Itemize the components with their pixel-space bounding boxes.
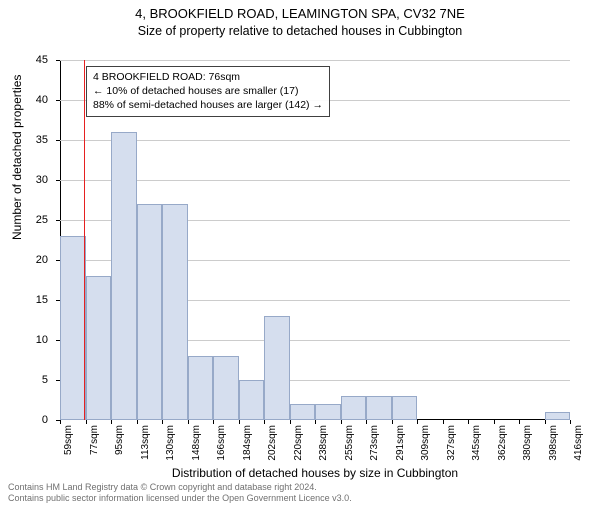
histogram-bar — [111, 132, 137, 420]
x-tick-mark — [519, 420, 520, 424]
footer-line2: Contains public sector information licen… — [8, 493, 352, 504]
histogram-bar — [366, 396, 392, 420]
x-tick-mark — [111, 420, 112, 424]
x-tick-mark — [443, 420, 444, 424]
x-tick-label: 416sqm — [573, 425, 584, 461]
x-tick-label: 113sqm — [140, 425, 151, 460]
histogram-bar — [162, 204, 188, 420]
x-tick-mark — [315, 420, 316, 424]
x-tick-label: 309sqm — [420, 425, 431, 461]
page-subtitle: Size of property relative to detached ho… — [0, 24, 600, 38]
histogram-bar — [392, 396, 418, 420]
histogram-bar — [239, 380, 265, 420]
x-tick-label: 95sqm — [114, 425, 125, 455]
footer-line1: Contains HM Land Registry data © Crown c… — [8, 482, 352, 493]
x-tick-label: 345sqm — [471, 425, 482, 461]
x-tick-mark — [264, 420, 265, 424]
y-tick-label: 30 — [0, 174, 54, 186]
y-tick-label: 35 — [0, 134, 54, 146]
histogram-bar — [264, 316, 290, 420]
y-tick-label: 0 — [0, 414, 54, 426]
x-tick-mark — [188, 420, 189, 424]
x-tick-label: 148sqm — [191, 425, 202, 461]
x-tick-label: 166sqm — [216, 425, 227, 461]
y-tick-label: 15 — [0, 294, 54, 306]
y-tick-label: 5 — [0, 374, 54, 386]
footer-credits: Contains HM Land Registry data © Crown c… — [8, 482, 352, 504]
x-tick-mark — [290, 420, 291, 424]
x-tick-mark — [417, 420, 418, 424]
histogram-bar — [60, 236, 86, 420]
x-tick-mark — [570, 420, 571, 424]
annotation-line1: 4 BROOKFIELD ROAD: 76sqm — [93, 70, 323, 84]
histogram-bar — [213, 356, 239, 420]
x-tick-label: 255sqm — [344, 425, 355, 461]
histogram-bar — [341, 396, 367, 420]
plot-area: 4 BROOKFIELD ROAD: 76sqm ← 10% of detach… — [60, 60, 570, 420]
y-tick-label: 45 — [0, 54, 54, 66]
x-tick-label: 362sqm — [497, 425, 508, 461]
annotation-line2: ← 10% of detached houses are smaller (17… — [93, 84, 323, 98]
histogram-bar — [545, 412, 571, 420]
y-tick-label: 25 — [0, 214, 54, 226]
histogram-bar — [315, 404, 341, 420]
x-tick-mark — [468, 420, 469, 424]
x-tick-mark — [494, 420, 495, 424]
histogram-bar — [137, 204, 163, 420]
x-tick-mark — [213, 420, 214, 424]
x-tick-mark — [137, 420, 138, 424]
gridline — [60, 60, 570, 61]
histogram-bar — [290, 404, 316, 420]
x-tick-label: 130sqm — [165, 425, 176, 461]
x-tick-label: 202sqm — [267, 425, 278, 461]
histogram-bar — [86, 276, 112, 420]
annotation-line3: 88% of semi-detached houses are larger (… — [93, 98, 323, 112]
x-tick-label: 380sqm — [522, 425, 533, 461]
histogram-bar — [188, 356, 214, 420]
y-tick-label: 40 — [0, 94, 54, 106]
gridline — [60, 140, 570, 141]
x-tick-mark — [366, 420, 367, 424]
y-tick-label: 10 — [0, 334, 54, 346]
chart-container: 4, BROOKFIELD ROAD, LEAMINGTON SPA, CV32… — [0, 6, 600, 506]
x-tick-mark — [60, 420, 61, 424]
x-tick-label: 238sqm — [318, 425, 329, 461]
x-tick-label: 77sqm — [89, 425, 100, 455]
x-tick-label: 59sqm — [63, 425, 74, 455]
x-tick-label: 220sqm — [293, 425, 304, 461]
x-tick-label: 327sqm — [446, 425, 457, 461]
page-title: 4, BROOKFIELD ROAD, LEAMINGTON SPA, CV32… — [0, 6, 600, 23]
x-tick-label: 398sqm — [548, 425, 559, 461]
x-tick-label: 184sqm — [242, 425, 253, 461]
x-tick-mark — [392, 420, 393, 424]
x-tick-mark — [545, 420, 546, 424]
x-tick-mark — [86, 420, 87, 424]
x-tick-mark — [239, 420, 240, 424]
x-tick-mark — [341, 420, 342, 424]
x-tick-mark — [162, 420, 163, 424]
x-tick-label: 291sqm — [395, 425, 406, 461]
x-axis-label: Distribution of detached houses by size … — [60, 466, 570, 480]
annotation-box: 4 BROOKFIELD ROAD: 76sqm ← 10% of detach… — [86, 66, 330, 117]
gridline — [60, 180, 570, 181]
x-tick-label: 273sqm — [369, 425, 380, 461]
y-tick-label: 20 — [0, 254, 54, 266]
